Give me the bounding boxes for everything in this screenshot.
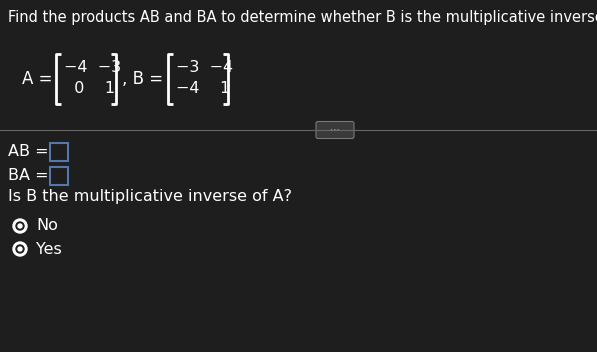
Circle shape [16,245,24,253]
Text: ⋯: ⋯ [330,125,340,135]
Text: 0    1: 0 1 [64,81,115,96]
Circle shape [13,219,27,233]
Text: −4    1: −4 1 [176,81,230,96]
Text: Yes: Yes [36,241,61,257]
Text: Is B the multiplicative inverse of A?: Is B the multiplicative inverse of A? [8,189,292,205]
Text: −3  −4: −3 −4 [176,60,233,75]
Text: , B =: , B = [122,70,163,88]
Circle shape [18,224,22,228]
Text: −4  −3: −4 −3 [64,60,121,75]
FancyBboxPatch shape [316,121,354,138]
FancyBboxPatch shape [50,167,68,185]
Text: Find the products AB and BA to determine whether B is the multiplicative inverse: Find the products AB and BA to determine… [8,10,597,25]
Circle shape [13,242,27,256]
Text: BA =: BA = [8,169,48,183]
Circle shape [18,247,22,251]
Circle shape [16,222,24,230]
Text: A =: A = [21,70,52,88]
FancyBboxPatch shape [50,143,68,161]
Text: AB =: AB = [8,145,48,159]
Text: No: No [36,219,58,233]
